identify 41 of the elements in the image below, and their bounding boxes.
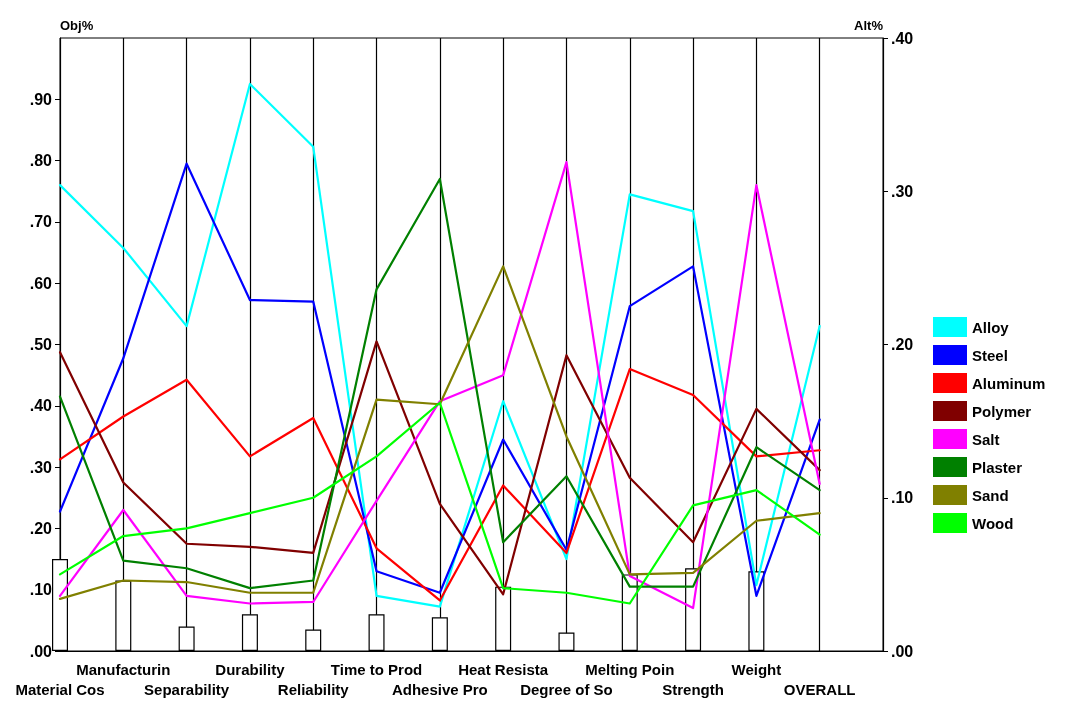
- x-tick-label: Adhesive Pro: [391, 680, 488, 698]
- y-tick-label: .30: [29, 458, 53, 476]
- y-tick-label: .50: [29, 336, 53, 353]
- y-tick-label: .40: [29, 397, 53, 415]
- x-tick-label: OVERALL: [783, 680, 856, 698]
- x-tick-label: Manufacturin: [76, 660, 171, 678]
- line-series: [58, 265, 821, 600]
- legend-label: Wood: [972, 514, 1014, 532]
- y-tick-label: .70: [29, 213, 53, 231]
- x-tick-label: Durability: [215, 660, 286, 678]
- x-tick-label: Heat Resista: [458, 660, 549, 678]
- line-series: [58, 401, 821, 605]
- y2-tick-label: .00: [891, 642, 914, 660]
- legend-label: Plaster: [972, 458, 1023, 476]
- legend-label: Polymer: [972, 402, 1032, 420]
- y-tick-label: .60: [29, 274, 53, 292]
- x-tick-label: Strength: [662, 680, 724, 698]
- x-tick-label: Material Cos: [15, 680, 105, 698]
- y-tick-label: .20: [29, 519, 53, 537]
- y2-tick-label: .20: [891, 336, 914, 353]
- legend-label: Salt: [972, 430, 1000, 448]
- x-tick-label: Melting Poin: [585, 660, 675, 678]
- legend-label: Steel: [972, 346, 1008, 364]
- y-tick-label: .10: [29, 581, 53, 599]
- y2-axis-title: Alt%: [854, 18, 884, 33]
- x-tick-label: Weight: [731, 660, 782, 678]
- legend-label: Sand: [972, 486, 1009, 504]
- legend-label: Alloy: [972, 318, 1010, 336]
- x-tick-label: Separability: [144, 680, 230, 698]
- x-tick-label: Degree of So: [520, 680, 613, 698]
- line-series: [58, 82, 821, 608]
- x-tick-label: Time to Prod: [330, 660, 423, 678]
- x-tick-label: Reliability: [277, 680, 350, 698]
- y-tick-label: .80: [29, 152, 53, 170]
- y-tick-label: .90: [29, 90, 53, 108]
- y2-tick-label: .10: [891, 489, 914, 507]
- y-tick-label: .00: [29, 642, 53, 660]
- y2-tick-label: .40: [891, 29, 914, 47]
- y2-tick-label: .30: [891, 182, 914, 200]
- y-axis-title: Obj%: [60, 18, 94, 33]
- legend-label: Aluminum: [972, 374, 1046, 392]
